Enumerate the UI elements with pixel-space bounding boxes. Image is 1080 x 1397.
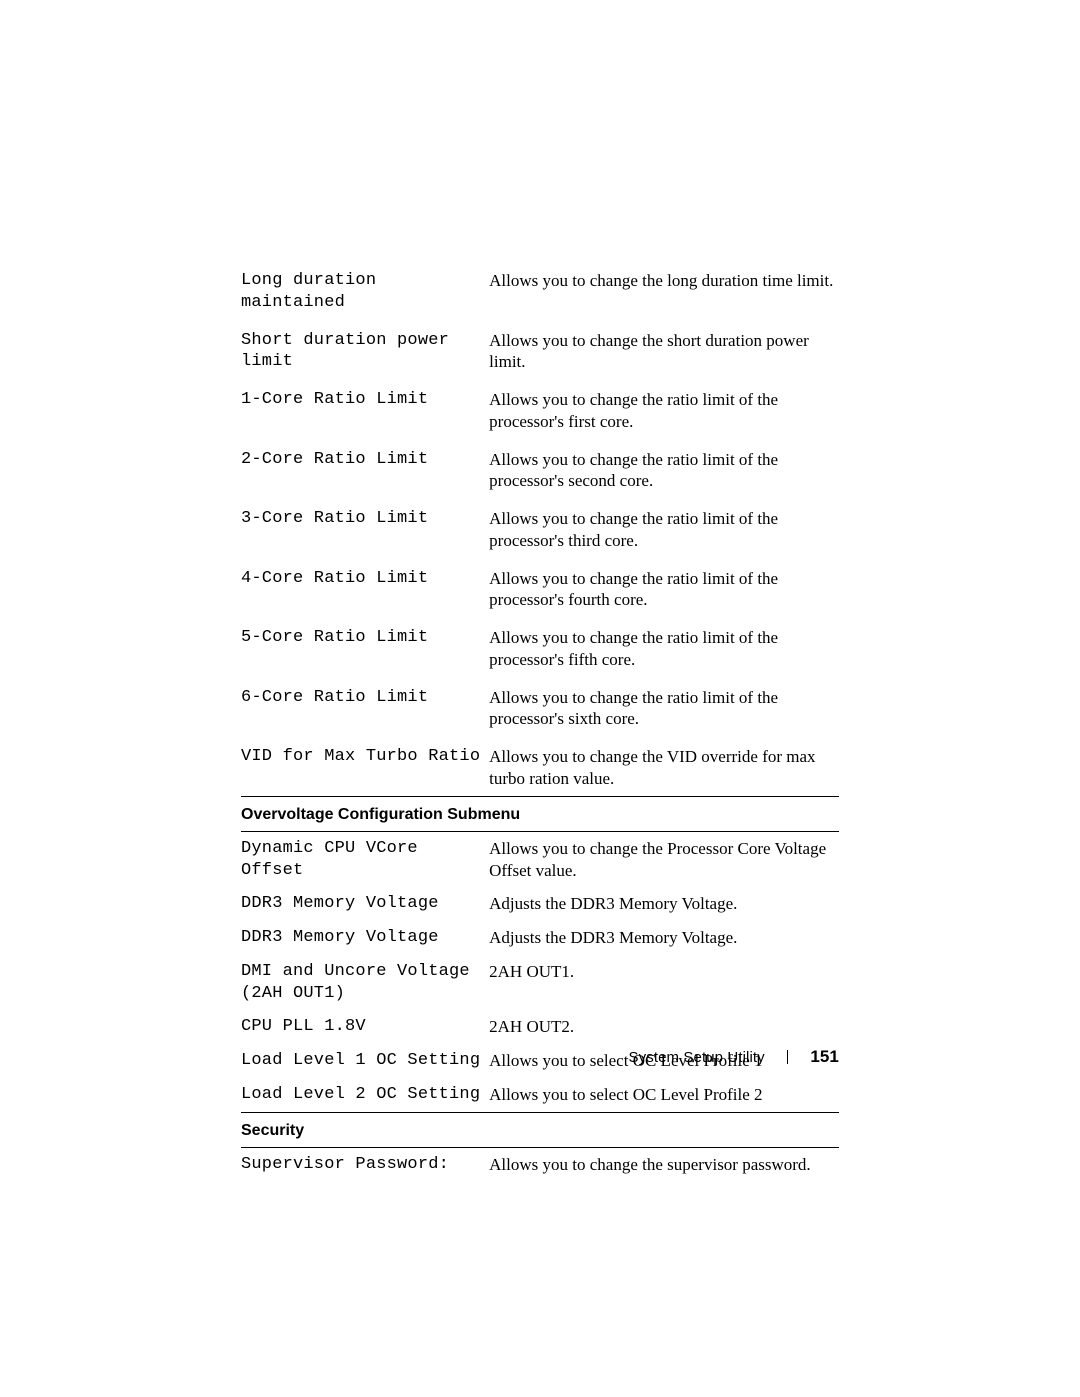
table-row: 2-Core Ratio LimitAllows you to change t… xyxy=(241,439,839,499)
setting-desc: 2AH OUT2. xyxy=(489,1010,839,1044)
settings-table: Long duration maintainedAllows you to ch… xyxy=(241,264,839,1182)
table-row: Long duration maintainedAllows you to ch… xyxy=(241,264,839,320)
page-footer: System Setup Utility 151 xyxy=(629,1047,839,1067)
setting-name: CPU PLL 1.8V xyxy=(241,1010,489,1044)
group-overclock: Long duration maintainedAllows you to ch… xyxy=(241,264,839,796)
setting-desc: Allows you to change the VID override fo… xyxy=(489,736,839,796)
table-row: DDR3 Memory VoltageAdjusts the DDR3 Memo… xyxy=(241,921,839,955)
setting-name: 6-Core Ratio Limit xyxy=(241,677,489,737)
table-row: DDR3 Memory VoltageAdjusts the DDR3 Memo… xyxy=(241,887,839,921)
footer-section: System Setup Utility xyxy=(629,1049,765,1066)
page-number: 151 xyxy=(810,1047,839,1066)
table-row: Short duration power limitAllows you to … xyxy=(241,320,839,380)
setting-name: Long duration maintained xyxy=(241,264,489,320)
setting-desc: Allows you to change the ratio limit of … xyxy=(489,617,839,677)
section-title: Overvoltage Configuration Submenu xyxy=(241,796,839,831)
section-header: Overvoltage Configuration Submenu xyxy=(241,796,839,831)
setting-name: Dynamic CPU VCore Offset xyxy=(241,831,489,887)
table-row: CPU PLL 1.8V2AH OUT2. xyxy=(241,1010,839,1044)
setting-desc: Allows you to select OC Level Profile 2 xyxy=(489,1078,839,1112)
setting-desc: Allows you to change the ratio limit of … xyxy=(489,379,839,439)
setting-name: 4-Core Ratio Limit xyxy=(241,558,489,618)
setting-name: 1-Core Ratio Limit xyxy=(241,379,489,439)
table-row: 5-Core Ratio LimitAllows you to change t… xyxy=(241,617,839,677)
setting-name: Load Level 1 OC Setting xyxy=(241,1044,489,1078)
table-row: 6-Core Ratio LimitAllows you to change t… xyxy=(241,677,839,737)
setting-desc: 2AH OUT1. xyxy=(489,955,839,1011)
setting-name: Supervisor Password: xyxy=(241,1148,489,1182)
table-row: 4-Core Ratio LimitAllows you to change t… xyxy=(241,558,839,618)
setting-name: DDR3 Memory Voltage xyxy=(241,921,489,955)
setting-desc: Allows you to change the Processor Core … xyxy=(489,831,839,887)
setting-desc: Allows you to change the ratio limit of … xyxy=(489,677,839,737)
setting-name: DDR3 Memory Voltage xyxy=(241,887,489,921)
setting-name: 2-Core Ratio Limit xyxy=(241,439,489,499)
table-row: Supervisor Password:Allows you to change… xyxy=(241,1148,839,1182)
setting-name: Load Level 2 OC Setting xyxy=(241,1078,489,1112)
setting-desc: Allows you to change the ratio limit of … xyxy=(489,498,839,558)
document-page: Long duration maintainedAllows you to ch… xyxy=(0,0,1080,1397)
table-row: 3-Core Ratio LimitAllows you to change t… xyxy=(241,498,839,558)
setting-name: DMI and Uncore Voltage (2AH OUT1) xyxy=(241,955,489,1011)
setting-desc: Allows you to change the ratio limit of … xyxy=(489,439,839,499)
setting-desc: Allows you to change the ratio limit of … xyxy=(489,558,839,618)
table-row: 1-Core Ratio LimitAllows you to change t… xyxy=(241,379,839,439)
section-security: Security Supervisor Password:Allows you … xyxy=(241,1112,839,1182)
setting-desc: Allows you to change the supervisor pass… xyxy=(489,1148,839,1182)
setting-name: 3-Core Ratio Limit xyxy=(241,498,489,558)
setting-name: Short duration power limit xyxy=(241,320,489,380)
section-header: Security xyxy=(241,1112,839,1147)
table-row: DMI and Uncore Voltage (2AH OUT1)2AH OUT… xyxy=(241,955,839,1011)
table-row: VID for Max Turbo RatioAllows you to cha… xyxy=(241,736,839,796)
table-row: Dynamic CPU VCore OffsetAllows you to ch… xyxy=(241,831,839,887)
setting-desc: Adjusts the DDR3 Memory Voltage. xyxy=(489,921,839,955)
setting-desc: Allows you to change the long duration t… xyxy=(489,264,839,320)
setting-name: 5-Core Ratio Limit xyxy=(241,617,489,677)
table-row: Load Level 2 OC SettingAllows you to sel… xyxy=(241,1078,839,1112)
setting-desc: Adjusts the DDR3 Memory Voltage. xyxy=(489,887,839,921)
setting-desc: Allows you to change the short duration … xyxy=(489,320,839,380)
setting-name: VID for Max Turbo Ratio xyxy=(241,736,489,796)
footer-divider xyxy=(787,1050,788,1064)
section-title: Security xyxy=(241,1112,839,1147)
